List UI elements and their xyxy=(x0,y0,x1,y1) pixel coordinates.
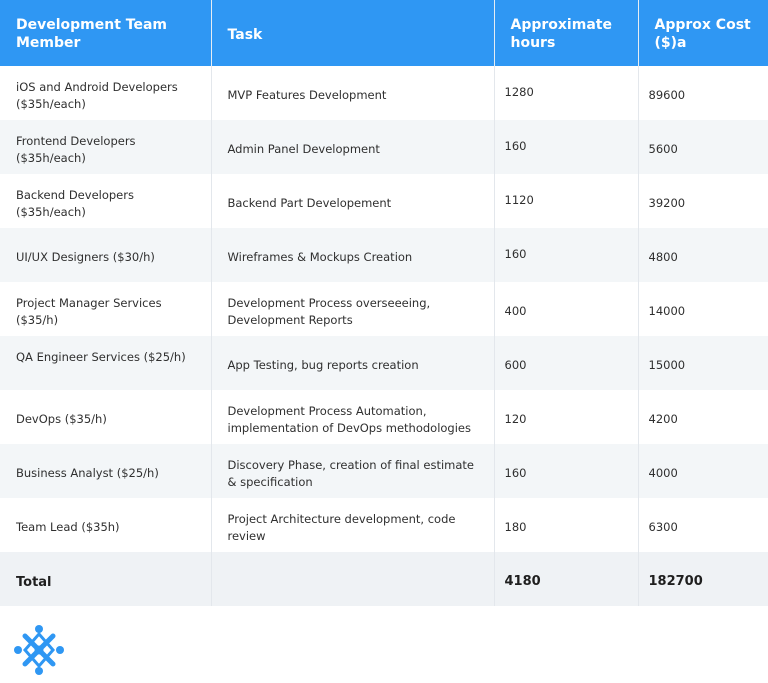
task-cell: Admin Panel Development xyxy=(211,120,495,174)
table-row: QA Engineer Services ($25/h) App Testing… xyxy=(0,336,768,390)
total-label: Total xyxy=(0,552,212,606)
cost-cell: 39200 xyxy=(648,196,686,210)
task-cell: Discovery Phase, creation of final estim… xyxy=(211,444,495,498)
hours-cell: 1120 xyxy=(494,174,639,228)
cost-cell: 14000 xyxy=(648,304,686,318)
task-cell: Backend Part Developement xyxy=(211,174,495,228)
header-cost: Approx Cost ($)a xyxy=(638,0,768,66)
member-cell: iOS and Android Developers ($35h/each) xyxy=(0,66,212,120)
total-cost: 182700 xyxy=(638,552,768,606)
table-row: Business Analyst ($25/h) Discovery Phase… xyxy=(0,444,768,498)
cost-cell: 5600 xyxy=(638,120,768,174)
task-cell: Wireframes & Mockups Creation xyxy=(211,228,495,282)
task-cell: MVP Features Development xyxy=(211,66,495,120)
cost-estimate-table: Development Team Member Task Approximate… xyxy=(0,0,768,606)
member-cell: Frontend Developers ($35h/each) xyxy=(0,120,212,174)
cost-cell: 15000 xyxy=(638,336,768,390)
table-row: iOS and Android Developers ($35h/each) M… xyxy=(0,66,768,120)
member-cell: UI/UX Designers ($30/h) xyxy=(0,228,212,282)
member-cell: DevOps ($35/h) xyxy=(0,390,212,444)
star-cross-logo-icon xyxy=(12,623,66,677)
total-task-cell xyxy=(211,552,495,606)
header-task: Task xyxy=(211,0,495,66)
table-row: Team Lead ($35h) Project Architecture de… xyxy=(0,498,768,552)
member-cell: Project Manager Services ($35/h) xyxy=(0,282,212,336)
table-row: DevOps ($35/h) Development Process Autom… xyxy=(0,390,768,444)
total-hours: 4180 xyxy=(494,552,639,606)
task-cell: App Testing, bug reports creation xyxy=(211,336,495,390)
hours-cell: 400 xyxy=(494,282,639,336)
hours-cell: 160 xyxy=(494,444,639,498)
cost-cell: 4000 xyxy=(638,444,768,498)
cost-cell: 4200 xyxy=(648,412,678,426)
member-cell: Business Analyst ($25/h) xyxy=(0,444,212,498)
total-row: Total 4180 182700 xyxy=(0,552,768,606)
header-row: Development Team Member Task Approximate… xyxy=(0,0,768,66)
member-cell: Team Lead ($35h) xyxy=(0,498,212,552)
cost-cell: 4800 xyxy=(638,228,768,282)
table-row: Project Manager Services ($35/h) Develop… xyxy=(0,282,768,336)
table-row: Backend Developers ($35h/each) Backend P… xyxy=(0,174,768,228)
table-row: UI/UX Designers ($30/h) Wireframes & Moc… xyxy=(0,228,768,282)
task-cell: Project Architecture development, code r… xyxy=(211,498,495,552)
header-member: Development Team Member xyxy=(0,0,212,66)
member-cell: QA Engineer Services ($25/h) xyxy=(0,336,212,390)
hours-cell: 180 xyxy=(494,498,639,552)
member-cell: Backend Developers ($35h/each) xyxy=(0,174,212,228)
task-cell: Development Process overseeeing, Develop… xyxy=(211,282,495,336)
hours-cell: 120 xyxy=(494,390,639,444)
hours-cell: 1280 xyxy=(494,66,639,120)
hours-cell: 160 xyxy=(494,120,639,174)
header-hours: Approximate hours xyxy=(494,0,639,66)
hours-cell: 160 xyxy=(494,228,639,282)
task-cell: Development Process Automation, implemen… xyxy=(211,390,495,444)
cost-cell: 89600 xyxy=(648,88,686,102)
cost-cell: 6300 xyxy=(648,520,678,534)
table-row: Frontend Developers ($35h/each) Admin Pa… xyxy=(0,120,768,174)
hours-cell: 600 xyxy=(494,336,639,390)
